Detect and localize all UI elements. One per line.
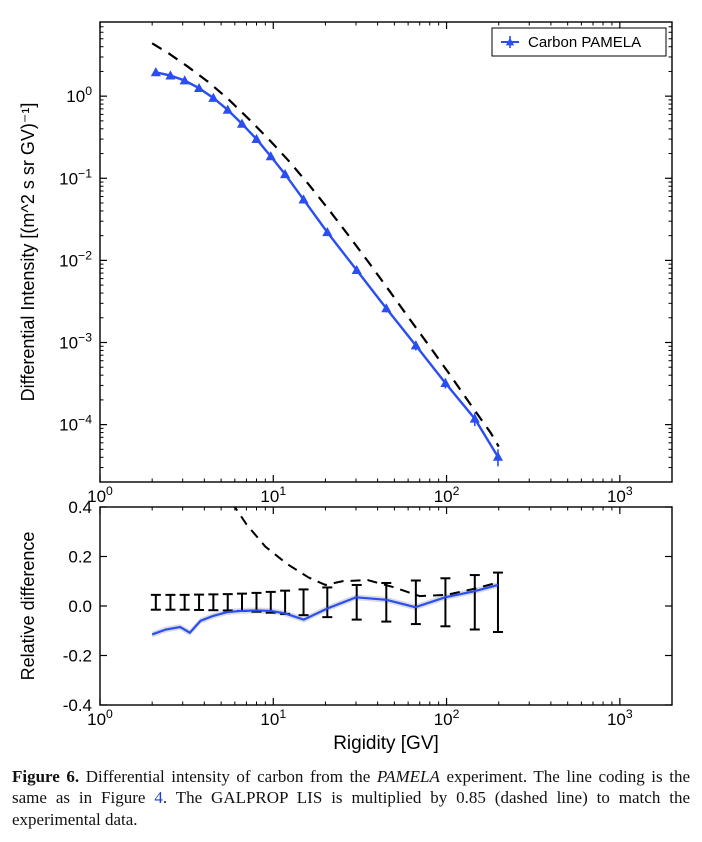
- svg-text:0.0: 0.0: [68, 597, 92, 616]
- figure-caption: Figure 6. Differential intensity of carb…: [12, 766, 690, 830]
- svg-text:-0.4: -0.4: [63, 696, 92, 715]
- svg-text:0.2: 0.2: [68, 548, 92, 567]
- svg-text:Relative difference: Relative difference: [18, 532, 38, 681]
- svg-text:102: 102: [434, 707, 460, 729]
- caption-italic: PAMELA: [377, 767, 440, 786]
- svg-text:103: 103: [607, 484, 633, 506]
- svg-text:101: 101: [260, 707, 286, 729]
- svg-text:10−1: 10−1: [59, 166, 92, 188]
- svg-text:-0.2: -0.2: [63, 647, 92, 666]
- svg-text:Rigidity [GV]: Rigidity [GV]: [333, 733, 439, 754]
- chart-svg: 10010110210310−410−310−210−1100Different…: [12, 12, 690, 760]
- svg-text:103: 103: [607, 707, 633, 729]
- svg-text:0.4: 0.4: [68, 498, 92, 517]
- svg-text:100: 100: [66, 84, 92, 106]
- caption-fig-label: Figure 6.: [12, 767, 79, 786]
- svg-text:Differential Intensity [(m^2: Differential Intensity [(m^2 s sr GV)⁻¹]: [18, 103, 38, 402]
- svg-text:102: 102: [434, 484, 460, 506]
- caption-figref: 4: [154, 788, 163, 807]
- svg-text:10−4: 10−4: [59, 413, 92, 435]
- svg-text:Carbon PAMELA: Carbon PAMELA: [528, 34, 641, 51]
- figure-container: 10010110210310−410−310−210−1100Different…: [12, 12, 690, 830]
- svg-text:10−2: 10−2: [59, 248, 92, 270]
- caption-text-1: Differential intensity of carbon from th…: [79, 767, 377, 786]
- svg-text:10−3: 10−3: [59, 330, 92, 352]
- svg-text:101: 101: [260, 484, 286, 506]
